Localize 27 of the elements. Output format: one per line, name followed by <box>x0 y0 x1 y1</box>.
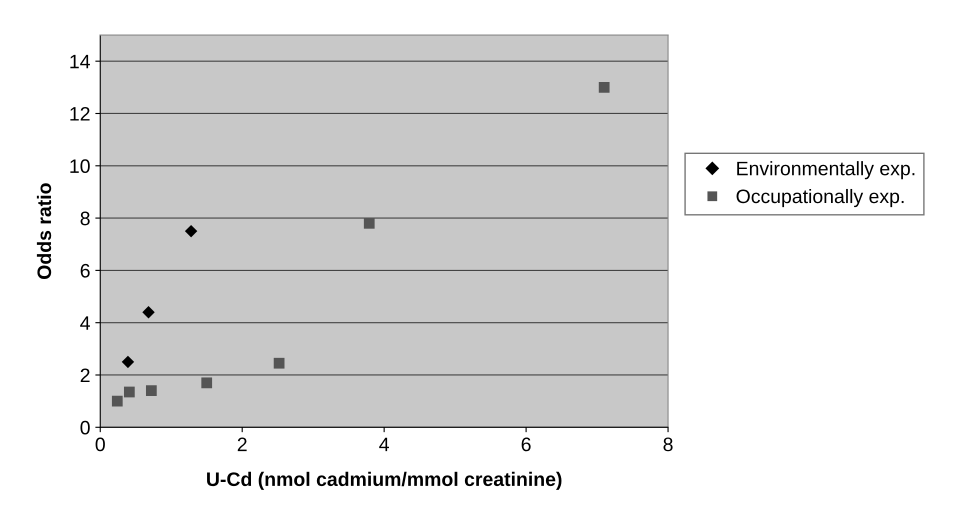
point <box>184 224 198 238</box>
point <box>142 306 155 318</box>
y-tick-label: 4 <box>80 316 90 330</box>
y-tick-label: 14 <box>70 54 90 68</box>
y-tick-label: 2 <box>80 368 90 382</box>
point <box>364 218 375 229</box>
y-tick-label: 10 <box>70 159 90 174</box>
x-tick-label: 0 <box>96 438 105 452</box>
y-tick-label: 8 <box>80 212 90 226</box>
point <box>274 358 284 369</box>
point <box>201 377 212 388</box>
x-tick-label: 2 <box>238 438 247 452</box>
y-axis-title: Odds ratio <box>36 183 52 279</box>
legend-label: Environmentally exp. <box>737 161 914 180</box>
point <box>112 396 123 407</box>
point <box>146 385 157 396</box>
x-tick-label: 4 <box>379 438 389 452</box>
legend-label: Occupationally exp. <box>736 188 904 208</box>
y-tick-label: 12 <box>70 106 90 121</box>
y-tick-label: 0 <box>80 420 90 435</box>
point <box>122 356 134 368</box>
y-tick-label: 6 <box>80 264 90 278</box>
x-axis-title: U-Cd (nmol cadmium/mmol creatinine) <box>207 472 562 490</box>
point <box>124 386 135 398</box>
x-tick-label: 6 <box>522 438 531 452</box>
point <box>598 82 610 93</box>
x-tick-label: 8 <box>663 438 673 452</box>
